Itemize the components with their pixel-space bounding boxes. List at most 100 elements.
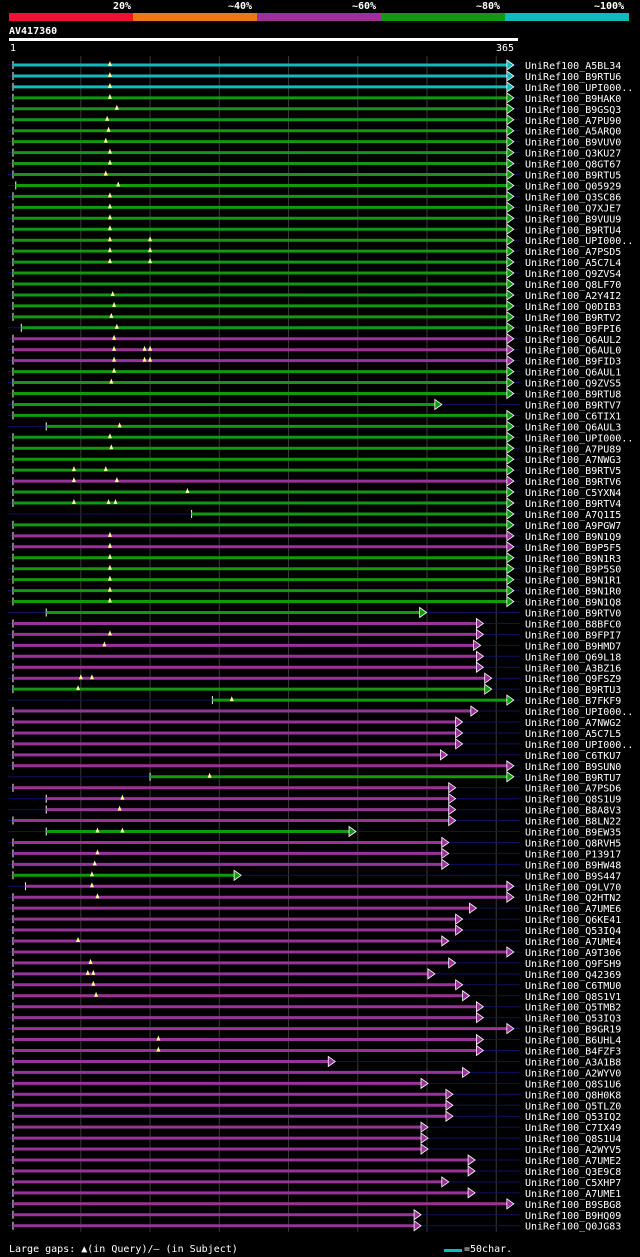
hit-row[interactable]: UniRef100_Q8H0K8: [8, 1088, 621, 1101]
hit-row[interactable]: UniRef100_C5YXN4: [8, 486, 621, 499]
hit-label[interactable]: UniRef100_B9VUU9: [525, 214, 621, 225]
hit-row[interactable]: UniRef100_A5C7L5: [8, 727, 621, 740]
hit-label[interactable]: UniRef100_B4FZF3: [525, 1047, 621, 1058]
hit-row[interactable]: UniRef100_C5XHP7: [8, 1176, 621, 1189]
hit-label[interactable]: UniRef100_Q05929: [525, 181, 621, 192]
hit-label[interactable]: UniRef100_A7PU90: [525, 116, 621, 127]
hit-row[interactable]: UniRef100_A7Q1I5: [8, 508, 621, 521]
hit-row[interactable]: UniRef100_B9RTU8: [8, 387, 621, 401]
hit-row[interactable]: UniRef100_Q8LF70: [8, 278, 621, 291]
hit-label[interactable]: UniRef100_B9RTU3: [525, 685, 621, 696]
hit-row[interactable]: UniRef100_B9VUU9: [8, 212, 621, 225]
hit-row[interactable]: UniRef100_A9T306: [8, 946, 621, 959]
hit-row[interactable]: UniRef100_A2WYV5: [8, 1143, 621, 1156]
hit-label[interactable]: UniRef100_A2Y4I2: [525, 291, 621, 302]
hit-label[interactable]: UniRef100_C5YXN4: [525, 488, 621, 499]
hit-label[interactable]: UniRef100_B8A8V3: [525, 806, 621, 817]
hit-row[interactable]: UniRef100_B9HMD7: [8, 639, 621, 652]
hit-label[interactable]: UniRef100_A5C7L5: [525, 729, 621, 740]
hit-label[interactable]: UniRef100_B9RTU5: [525, 171, 621, 182]
hit-label[interactable]: UniRef100_P13917: [525, 849, 621, 860]
hit-label[interactable]: UniRef100_A3A1B8: [525, 1057, 621, 1068]
hit-label[interactable]: UniRef100_Q2HTN2: [525, 893, 621, 904]
hit-row[interactable]: UniRef100_B9P5F5: [8, 541, 621, 554]
hit-label[interactable]: UniRef100_B9EW35: [525, 828, 621, 839]
hit-label[interactable]: UniRef100_Q3KU27: [525, 149, 621, 160]
hit-label[interactable]: UniRef100_Q6KE41: [525, 915, 621, 926]
hit-row[interactable]: UniRef100_A7UME2: [8, 1154, 621, 1167]
hit-label[interactable]: UniRef100_UPI000..: [525, 433, 633, 444]
hit-label[interactable]: UniRef100_B9P5F5: [525, 543, 621, 554]
hit-row[interactable]: UniRef100_UPI000..: [8, 81, 633, 94]
hit-row[interactable]: UniRef100_B9RTV6: [8, 475, 621, 488]
hit-label[interactable]: UniRef100_Q53IQ2: [525, 1112, 621, 1123]
hit-row[interactable]: UniRef100_A7PU90: [8, 113, 621, 127]
hit-label[interactable]: UniRef100_B6UHL4: [525, 1036, 621, 1047]
hit-label[interactable]: UniRef100_Q53IQ4: [525, 926, 621, 937]
hit-row[interactable]: UniRef100_Q42369: [8, 968, 621, 981]
hit-row[interactable]: UniRef100_C6TIX1: [8, 409, 621, 422]
hit-row[interactable]: UniRef100_B9RTU7: [8, 770, 621, 784]
hit-row[interactable]: UniRef100_Q9ZVS4: [8, 267, 621, 280]
hit-row[interactable]: UniRef100_B9N1R1: [8, 573, 621, 587]
hit-row[interactable]: UniRef100_Q53IQ3: [8, 1011, 621, 1025]
hit-row[interactable]: UniRef100_Q2HTN2: [8, 891, 621, 904]
hit-label[interactable]: UniRef100_Q5TMB2: [525, 1003, 621, 1014]
hit-label[interactable]: UniRef100_Q3E9C8: [525, 1167, 621, 1178]
hit-row[interactable]: UniRef100_Q8GT67: [8, 157, 621, 171]
hit-row[interactable]: UniRef100_UPI000..: [8, 738, 633, 751]
hit-label[interactable]: UniRef100_B9RTV2: [525, 313, 621, 324]
hit-row[interactable]: UniRef100_Q6AUL1: [8, 365, 621, 379]
hit-label[interactable]: UniRef100_UPI000..: [525, 83, 633, 94]
hit-label[interactable]: UniRef100_B9SBG8: [525, 1200, 621, 1211]
hit-label[interactable]: UniRef100_Q7XJE7: [525, 203, 621, 214]
hit-label[interactable]: UniRef100_A7UME6: [525, 904, 621, 915]
hit-row[interactable]: UniRef100_B9HQ09: [8, 1208, 621, 1222]
hit-row[interactable]: UniRef100_A5BL34: [8, 59, 621, 72]
hit-row[interactable]: UniRef100_Q3SC86: [8, 190, 621, 203]
hit-label[interactable]: UniRef100_B9RTV6: [525, 477, 621, 488]
hit-row[interactable]: UniRef100_A7UME4: [8, 935, 621, 948]
hit-label[interactable]: UniRef100_Q6AUL1: [525, 368, 621, 379]
hit-row[interactable]: UniRef100_B9SBG8: [8, 1198, 621, 1211]
hit-label[interactable]: UniRef100_Q8RVH5: [525, 838, 621, 849]
hit-row[interactable]: UniRef100_A9PGW7: [8, 519, 621, 532]
hit-row[interactable]: UniRef100_UPI000..: [8, 234, 633, 247]
hit-row[interactable]: UniRef100_A7UME6: [8, 902, 621, 915]
hit-row[interactable]: UniRef100_Q3KU27: [8, 146, 621, 160]
hit-label[interactable]: UniRef100_Q8LF70: [525, 280, 621, 291]
hit-label[interactable]: UniRef100_B9HQ09: [525, 1211, 621, 1222]
hit-label[interactable]: UniRef100_B9N1R1: [525, 576, 621, 587]
hit-label[interactable]: UniRef100_B9RTU4: [525, 225, 621, 236]
hit-row[interactable]: UniRef100_Q6AUL2: [8, 332, 621, 346]
hit-row[interactable]: UniRef100_Q53IQ2: [8, 1110, 621, 1123]
hit-row[interactable]: UniRef100_B9HW48: [8, 858, 621, 871]
hit-label[interactable]: UniRef100_B9FPI6: [525, 324, 621, 335]
hit-label[interactable]: UniRef100_A5BL34: [525, 61, 621, 72]
hit-label[interactable]: UniRef100_B9N1Q8: [525, 598, 621, 609]
hit-row[interactable]: UniRef100_A3BZ16: [8, 661, 621, 674]
hit-row[interactable]: UniRef100_B9VUV0: [8, 135, 621, 149]
hit-row[interactable]: UniRef100_Q8S1U6: [8, 1077, 621, 1090]
hit-row[interactable]: UniRef100_A7NWG3: [8, 453, 621, 466]
hit-label[interactable]: UniRef100_C5XHP7: [525, 1178, 621, 1189]
hit-row[interactable]: UniRef100_B9GR19: [8, 1022, 621, 1036]
hit-label[interactable]: UniRef100_Q9FSZ9: [525, 674, 621, 685]
hit-label[interactable]: UniRef100_A7NWG2: [525, 718, 621, 729]
hit-label[interactable]: UniRef100_B9GR19: [525, 1025, 621, 1036]
hit-label[interactable]: UniRef100_B9RTV0: [525, 609, 621, 620]
hit-label[interactable]: UniRef100_A3BZ16: [525, 663, 621, 674]
hit-label[interactable]: UniRef100_Q8S1U9: [525, 795, 621, 806]
hit-row[interactable]: UniRef100_B9FPI7: [8, 628, 621, 641]
hit-row[interactable]: UniRef100_Q5TMB2: [8, 1000, 621, 1014]
hit-label[interactable]: UniRef100_B9VUV0: [525, 138, 621, 149]
hit-row[interactable]: UniRef100_B9SUN0: [8, 760, 621, 773]
hit-label[interactable]: UniRef100_B9RTV7: [525, 400, 621, 411]
hit-row[interactable]: UniRef100_Q0JG83: [8, 1219, 621, 1233]
hit-label[interactable]: UniRef100_UPI000..: [525, 740, 633, 751]
hit-row[interactable]: UniRef100_A7UME1: [8, 1187, 621, 1200]
hit-label[interactable]: UniRef100_C6TMU0: [525, 981, 621, 992]
hit-label[interactable]: UniRef100_A9T306: [525, 948, 621, 959]
hit-row[interactable]: UniRef100_A5ARQ0: [8, 124, 621, 138]
hit-row[interactable]: UniRef100_B9RTU4: [8, 223, 621, 236]
